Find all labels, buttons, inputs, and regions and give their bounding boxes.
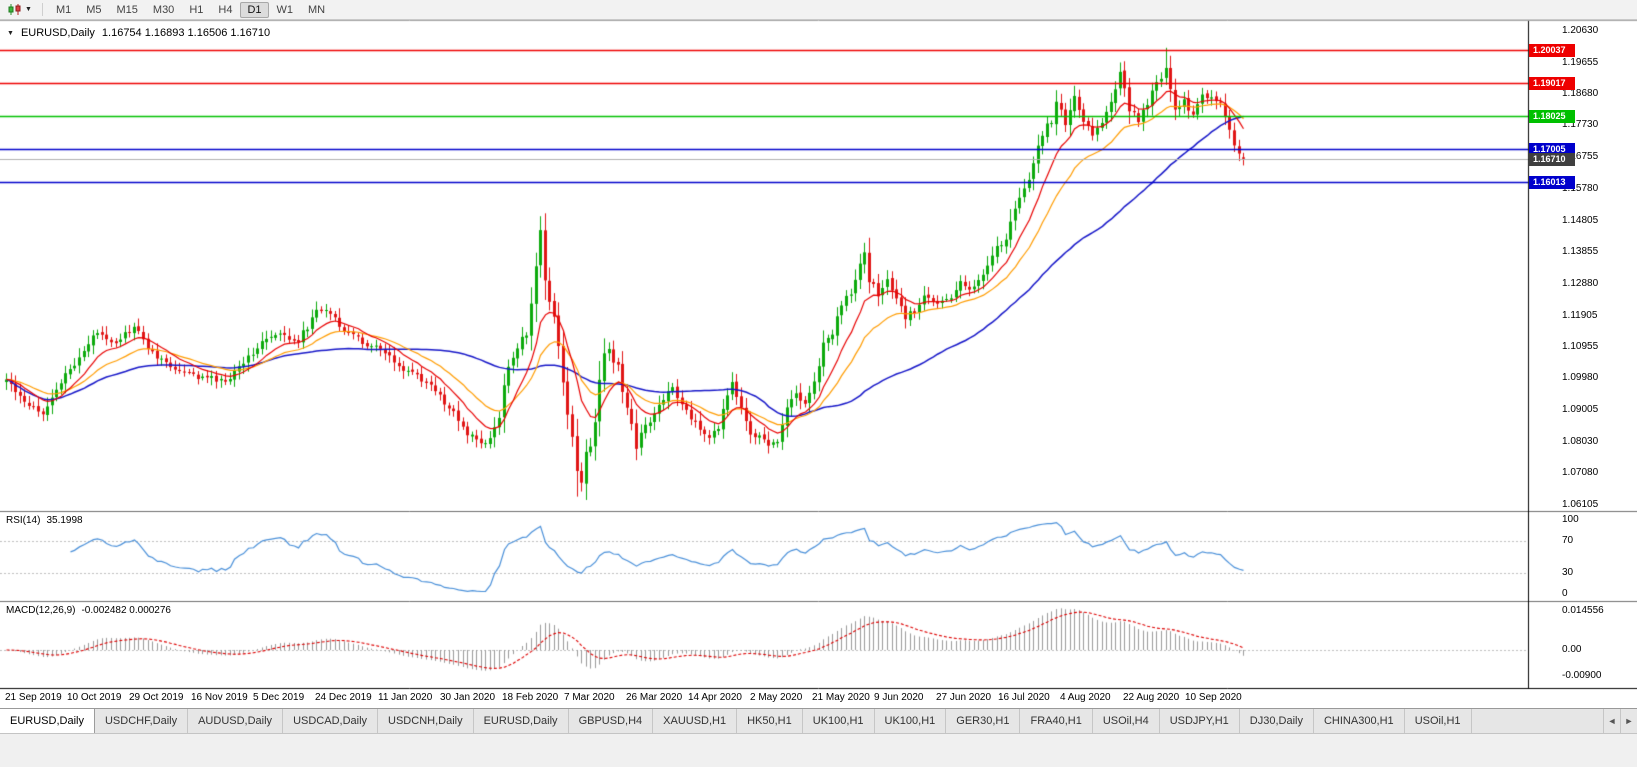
toolbar-separator [41,3,43,16]
chart-tab-usoil-h1[interactable]: USOil,H1 [1405,709,1472,733]
chart-tab-uk100-h1[interactable]: UK100,H1 [803,709,875,733]
chart-tab-usdjpy-h1[interactable]: USDJPY,H1 [1160,709,1240,733]
tab-scroll-arrows: ◄ ► [1603,709,1637,733]
chart-type-dropdown-button[interactable]: ▼ [4,3,36,16]
timeframe-button-m15[interactable]: M15 [116,3,138,16]
macd-indicator-label: MACD(12,26,9) -0.002482 0.000276 [6,605,171,616]
chart-tab-xauusd-h1[interactable]: XAUUSD,H1 [653,709,738,733]
timeframe-button-m30[interactable]: M30 [152,3,175,16]
timeframe-buttons: M1 M5 M15 M30 H1 H4 D1 W1 MN [49,1,332,18]
macd-name: MACD(12,26,9) [6,605,76,616]
chart-tab-usoil-h4[interactable]: USOil,H4 [1093,709,1160,733]
timeframe-button-m1[interactable]: M1 [55,3,72,16]
chart-tab-usdcnh-daily[interactable]: USDCNH,Daily [378,709,474,733]
chart-ohlc-values: 1.16754 1.16893 1.16506 1.16710 [101,27,271,39]
tab-bar: EURUSD,Daily USDCHF,Daily AUDUSD,Daily USDC… [0,708,1637,733]
timeframe-button-d1[interactable]: D1 [240,1,269,18]
candlestick-chart-icon [8,4,21,15]
chart-tab-eurusd-daily[interactable]: EURUSD,Daily [0,709,95,733]
timeframe-button-h4[interactable]: H4 [218,3,233,16]
rsi-name: RSI(14) [6,515,41,526]
chart-tab-usdchf-daily[interactable]: USDCHF,Daily [95,709,189,733]
timeframe-button-h1[interactable]: H1 [189,3,204,16]
timeframe-button-mn[interactable]: MN [308,3,326,16]
tab-scroll-right-button[interactable]: ► [1620,709,1637,733]
chart-tab-eurusd-daily[interactable]: EURUSD,Daily [474,709,569,733]
rsi-indicator-label: RSI(14) 35.1998 [6,515,83,526]
tab-scroll-left-button[interactable]: ◄ [1603,709,1620,733]
status-bar [0,733,1637,767]
chart-tab-uk100-h1[interactable]: UK100,H1 [875,709,947,733]
chart-tab-china300-h1[interactable]: CHINA300,H1 [1314,709,1405,733]
macd-values: -0.002482 0.000276 [81,605,171,616]
chart-tab-dj30-daily[interactable]: DJ30,Daily [1240,709,1314,733]
timeframe-button-m5[interactable]: M5 [86,3,102,16]
one-click-trading-arrow-icon[interactable]: ▼ [7,29,14,37]
chart-tab-hk50-h1[interactable]: HK50,H1 [737,709,803,733]
chart-tab-ger30-h1[interactable]: GER30,H1 [946,709,1021,733]
timeframe-button-w1[interactable]: W1 [276,3,294,16]
chart-tab-fra40-h1[interactable]: FRA40,H1 [1020,709,1093,733]
chart-title: ▼ EURUSD,Daily 1.16754 1.16893 1.16506 1… [7,27,270,39]
rsi-value: 35.1998 [46,515,83,526]
toolbar: ▼ M1 M5 M15 M30 H1 H4 D1 W1 MN [0,0,1637,20]
chevron-down-icon: ▼ [25,6,32,13]
chart-tab-gbpusd-h4[interactable]: GBPUSD,H4 [569,709,654,733]
chart-tab-usdcad-daily[interactable]: USDCAD,Daily [283,709,379,733]
chart-tab-audusd-daily[interactable]: AUDUSD,Daily [188,709,284,733]
chart-symbol-label: EURUSD,Daily [20,27,95,39]
